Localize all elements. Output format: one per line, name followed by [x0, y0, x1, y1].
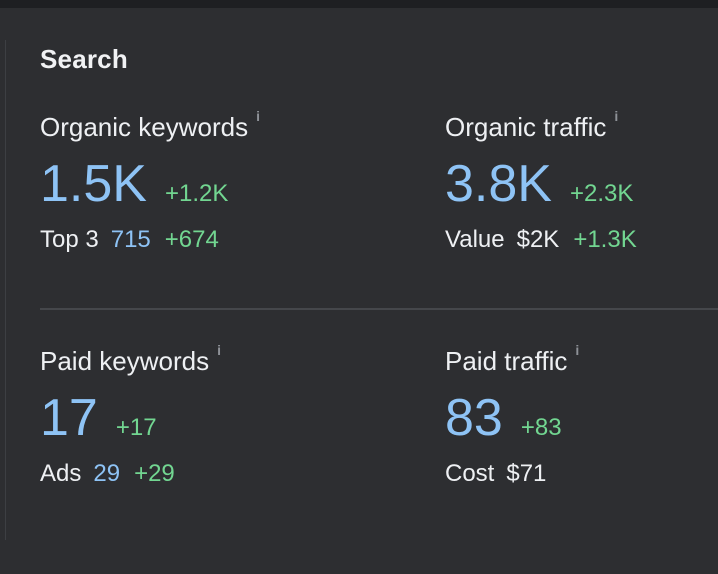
sub-metric-label: Value	[445, 226, 505, 253]
metric-delta: +1.2K	[164, 180, 229, 207]
panel-left-border	[5, 40, 6, 540]
sub-metric-delta: +674	[164, 226, 219, 253]
info-icon[interactable]: i	[614, 108, 619, 124]
metric-value[interactable]: 17	[40, 389, 98, 447]
info-icon[interactable]: i	[256, 108, 260, 124]
metric-delta: +2.3K	[569, 180, 634, 207]
metric-paid-keywords: Paid keywords i 17 +17 Ads 29 +29	[40, 342, 360, 488]
sub-metric-delta: +29	[134, 460, 175, 487]
section-title: Search	[40, 44, 128, 74]
sub-metric-value: $71	[506, 460, 547, 487]
info-icon[interactable]: i	[217, 342, 221, 358]
sub-metric-delta: +1.3K	[573, 226, 637, 253]
sub-metric-value[interactable]: 29	[93, 460, 121, 487]
metric-paid-traffic: Paid traffic i 83 +83 Cost $71	[445, 342, 718, 488]
sub-metric-label: Top 3	[40, 226, 99, 253]
metric-label[interactable]: Organic keywords	[40, 112, 249, 142]
metric-value[interactable]: 83	[445, 389, 503, 447]
metric-label[interactable]: Organic traffic	[445, 112, 607, 142]
sub-metric-value[interactable]: 715	[110, 226, 151, 253]
sub-metric-value: $2K	[516, 226, 560, 253]
metric-label[interactable]: Paid keywords	[40, 346, 210, 376]
metric-organic-traffic: Organic traffic i 3.8K +2.3K Value $2K +…	[445, 108, 718, 254]
metric-delta: +17	[115, 414, 157, 441]
info-icon[interactable]: i	[575, 342, 580, 358]
metric-value[interactable]: 3.8K	[445, 155, 552, 213]
metric-delta: +83	[520, 414, 562, 441]
sub-metric-label: Ads	[40, 460, 82, 487]
metric-value[interactable]: 1.5K	[40, 155, 147, 213]
top-bar	[0, 0, 718, 8]
sub-metric-label: Cost	[445, 460, 495, 487]
metric-organic-keywords: Organic keywords i 1.5K +1.2K Top 3 715 …	[40, 108, 360, 254]
section-divider	[40, 308, 718, 310]
metric-label[interactable]: Paid traffic	[445, 346, 568, 376]
